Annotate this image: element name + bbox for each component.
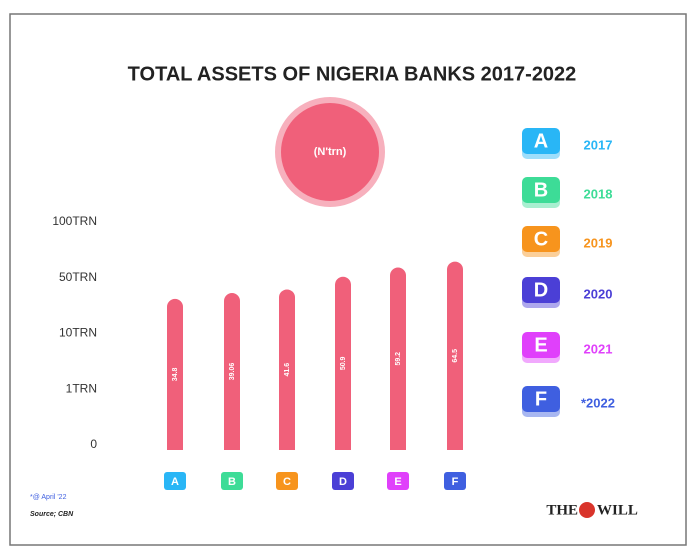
legend-label: 2019 — [584, 235, 613, 250]
bar — [390, 267, 406, 450]
value-label: 64.5 — [452, 349, 459, 363]
bar — [167, 298, 183, 450]
x-tick-label: D — [339, 476, 347, 488]
x-tick-label: A — [171, 476, 179, 488]
x-tick-badge — [444, 472, 466, 490]
legend-badge — [522, 277, 560, 303]
subtitle: (N'trn) — [314, 146, 347, 158]
bar — [224, 292, 240, 450]
value-label: 41.6 — [284, 363, 291, 377]
note: *@ April '22 — [30, 494, 67, 501]
x-tick-badge — [164, 472, 186, 490]
chart-title: TOTAL ASSETS OF NIGERIA BANKS 2017-2022 — [128, 63, 577, 85]
value-label: 39.06 — [229, 363, 236, 381]
brand: WILL — [597, 502, 638, 518]
legend-key: A — [534, 130, 548, 152]
x-tick-badge — [332, 472, 354, 490]
x-tick-label: E — [394, 476, 401, 488]
y-tick-label: 100TRN — [52, 214, 97, 228]
legend-badge — [522, 128, 560, 154]
legend-badge — [522, 386, 560, 412]
legend-label: 2020 — [584, 286, 613, 301]
brand-logo — [579, 502, 595, 518]
subtitle-badge — [275, 97, 385, 207]
bar — [335, 276, 351, 450]
value-label: 34.8 — [172, 368, 179, 382]
y-tick-label: 50TRN — [59, 270, 97, 284]
value-label: 50.9 — [340, 356, 347, 370]
source: Source; CBN — [30, 511, 74, 518]
legend-key: F — [535, 388, 547, 410]
legend-label: *2022 — [581, 395, 615, 410]
x-tick-label: B — [228, 476, 236, 488]
legend-badge — [522, 177, 560, 203]
legend-key: D — [534, 279, 548, 301]
x-tick-label: F — [452, 476, 459, 488]
legend-label: 2021 — [584, 341, 613, 356]
legend-badge — [522, 226, 560, 252]
bar — [447, 261, 463, 450]
y-tick-label: 10TRN — [59, 326, 97, 340]
bar — [279, 289, 295, 450]
legend-key: B — [534, 179, 548, 201]
brand: THE — [546, 502, 578, 518]
y-tick-label: 1TRN — [66, 381, 97, 395]
y-tick-label: 0 — [90, 437, 97, 451]
legend-label: 2018 — [584, 186, 613, 201]
x-tick-label: C — [283, 476, 291, 488]
legend-key: E — [534, 334, 547, 356]
legend-badge — [522, 332, 560, 358]
x-tick-badge — [221, 472, 243, 490]
legend-key: C — [534, 228, 548, 250]
legend-label: 2017 — [584, 137, 613, 152]
x-tick-badge — [276, 472, 298, 490]
x-tick-badge — [387, 472, 409, 490]
value-label: 59.2 — [395, 352, 402, 366]
